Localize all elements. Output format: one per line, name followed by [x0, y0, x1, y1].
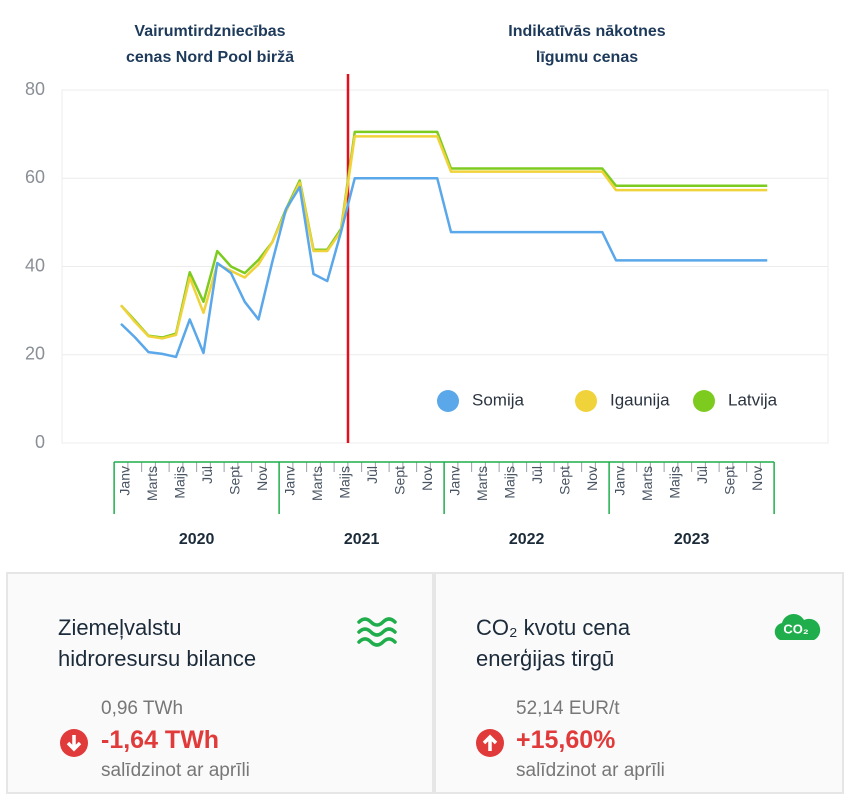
- change-value: +15,60%: [516, 726, 616, 754]
- x-tick-label: Jūl: [529, 466, 545, 484]
- x-tick-label: Sept: [557, 466, 573, 495]
- comparison-note: salīdzinot ar aprīli: [101, 760, 250, 781]
- change-value: -1,64 TWh: [101, 726, 220, 754]
- x-tick-label: Sept: [392, 466, 408, 495]
- x-tick-label: Janv: [282, 466, 298, 496]
- title-line: CO₂ kvotu cena: [476, 615, 631, 640]
- x-tick-label: Nov: [254, 466, 270, 491]
- year-label: 2023: [674, 531, 710, 548]
- x-tick-label: Nov: [419, 466, 435, 491]
- legend-swatch: [575, 390, 597, 412]
- legend-swatch: [693, 390, 715, 412]
- down-arrow-icon: [60, 729, 88, 757]
- x-tick-label: Maijs: [337, 466, 353, 499]
- x-tick-label: Maijs: [172, 466, 188, 499]
- water-icon: [357, 617, 397, 647]
- y-tick-label: 60: [25, 167, 45, 187]
- y-tick-label: 0: [35, 432, 45, 452]
- card: Ziemeļvalstu hidroresursu bilance 0,96 TW…: [6, 572, 434, 794]
- card: CO₂ kvotu cena enerģijas tirgū CO₂ 52,14 …: [434, 572, 844, 794]
- x-tick-label: Sept: [722, 466, 738, 495]
- legend-label: Somija: [472, 390, 525, 409]
- x-tick-label: Jūl: [364, 466, 380, 484]
- card-title: CO₂ kvotu cena enerģijas tirgū: [476, 612, 630, 674]
- icon-label: CO₂: [783, 621, 809, 636]
- year-label: 2020: [179, 531, 215, 548]
- x-tick-label: Nov: [584, 466, 600, 491]
- x-tick-label: Maijs: [502, 466, 518, 499]
- co2-icon: CO₂: [774, 614, 821, 640]
- year-label: 2022: [509, 531, 545, 548]
- series-line: [120, 135, 768, 340]
- y-tick-label: 20: [25, 344, 45, 364]
- x-tick-label: Marts: [474, 466, 490, 501]
- previous-value: 52,14 EUR/t: [516, 698, 620, 719]
- card-title: Ziemeļvalstu hidroresursu bilance: [58, 612, 256, 674]
- chart: Vairumtirdzniecības cenas Nord Pool birž…: [25, 23, 829, 548]
- annotation: cenas Nord Pool biržā: [126, 49, 294, 66]
- x-tick-label: Sept: [227, 466, 243, 495]
- series-line: [120, 130, 768, 339]
- x-tick-label: Janv: [612, 466, 628, 496]
- x-tick-label: Maijs: [667, 466, 683, 499]
- legend-swatch: [437, 390, 459, 412]
- annotation: līgumu cenas: [536, 49, 638, 66]
- x-tick-label: Marts: [144, 466, 160, 501]
- x-tick-label: Janv: [447, 466, 463, 496]
- legend-label: Latvija: [728, 390, 778, 409]
- x-tick-label: Jūl: [694, 466, 710, 484]
- up-arrow-icon: [476, 729, 504, 757]
- annotation: Indikatīvās nākotnes: [508, 23, 665, 40]
- x-tick-label: Nov: [749, 466, 765, 491]
- x-tick-label: Marts: [639, 466, 655, 501]
- y-tick-label: 80: [25, 79, 45, 99]
- comparison-note: salīdzinot ar aprīli: [516, 760, 665, 781]
- annotation: Vairumtirdzniecības: [134, 23, 285, 40]
- title-line: enerģijas tirgū: [476, 646, 615, 671]
- x-tick-label: Jūl: [199, 466, 215, 484]
- year-label: 2021: [344, 531, 380, 548]
- x-tick-label: Janv: [117, 466, 133, 496]
- legend-label: Igaunija: [610, 390, 670, 409]
- previous-value: 0,96 TWh: [101, 698, 184, 719]
- title-line: Ziemeļvalstu: [58, 615, 182, 640]
- x-tick-label: Marts: [309, 466, 325, 501]
- series-line: [120, 177, 768, 359]
- y-tick-label: 40: [25, 255, 45, 275]
- title-line: hidroresursu bilance: [58, 646, 257, 671]
